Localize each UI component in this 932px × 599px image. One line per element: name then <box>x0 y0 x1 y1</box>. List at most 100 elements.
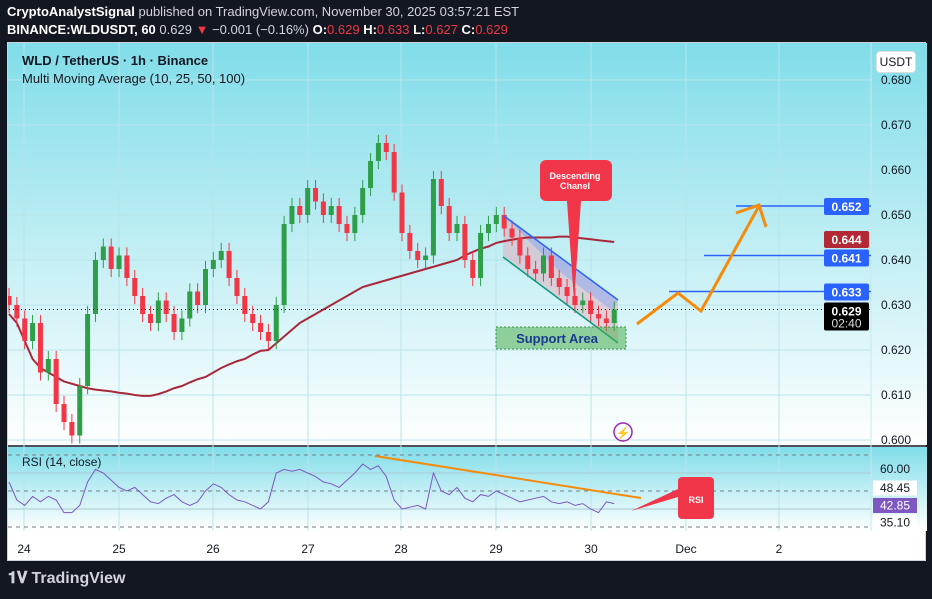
candle-body <box>265 332 271 341</box>
candle <box>423 247 429 269</box>
candle-body <box>336 206 342 224</box>
candle-body <box>375 143 381 161</box>
candle <box>328 197 334 224</box>
candle <box>493 206 499 233</box>
rsi-value-badge <box>873 480 917 496</box>
candle-body <box>588 300 594 314</box>
candle <box>69 413 75 444</box>
candle <box>258 314 264 341</box>
tv-logo-icon: 𝟏𝐕 <box>8 570 28 587</box>
candle-body <box>446 206 452 233</box>
candle <box>313 179 319 210</box>
candle-body <box>478 233 484 278</box>
candle-body <box>61 404 67 422</box>
symbol: BINANCE:WLDUSDT, 60 <box>7 22 156 37</box>
candle <box>485 215 491 242</box>
lightning-icon[interactable] <box>613 422 633 442</box>
candle <box>147 305 153 332</box>
candle <box>85 305 91 395</box>
author[interactable]: CryptoAnalystSignal <box>7 4 135 19</box>
candle-body <box>69 422 75 436</box>
candle-body <box>611 309 617 323</box>
rsi-legend[interactable]: RSI (14, close) <box>22 455 102 469</box>
channel-upper-fill <box>504 216 618 311</box>
projection-arrow <box>636 205 761 326</box>
candle-body <box>572 296 578 305</box>
candle-body <box>77 386 83 436</box>
tradingview-logo[interactable]: 𝟏𝐕 TradingView <box>8 570 125 588</box>
candle-body <box>360 188 366 215</box>
y-tick-label: 0.680 <box>881 73 911 87</box>
rsi-pane[interactable] <box>8 447 927 531</box>
indicator-legend[interactable]: Multi Moving Average (10, 25, 50, 100) <box>22 71 246 86</box>
x-tick-label: 27 <box>301 542 315 556</box>
rsi-tick-label: 48.45 <box>880 481 910 495</box>
candle-body <box>53 359 59 404</box>
main-pane[interactable] <box>8 43 927 445</box>
candle <box>572 287 578 314</box>
candle-body <box>305 188 311 215</box>
currency-button[interactable]: USDT <box>876 51 916 73</box>
candle-body <box>281 224 287 305</box>
rsi-trendline <box>374 455 642 499</box>
chart-frame[interactable]: Support Area Descending Chanel ⚡ 0.652 0.644 0… <box>7 42 927 562</box>
channel-upper-line <box>503 215 619 301</box>
last-price: 0.629 <box>159 22 192 37</box>
down-arrow-icon: ▼ <box>195 22 209 37</box>
candle <box>407 224 413 260</box>
candle <box>525 247 531 278</box>
candle <box>368 152 374 197</box>
candle <box>430 170 436 264</box>
candle <box>273 296 279 350</box>
candle-body <box>399 192 405 233</box>
x-tick-label: 26 <box>206 542 220 556</box>
candle-body <box>203 269 208 305</box>
candle-body <box>163 300 169 314</box>
candle-body <box>525 255 531 269</box>
y-tick-label: 0.640 <box>881 253 911 267</box>
candle <box>45 350 51 381</box>
candle <box>352 206 358 242</box>
candle <box>14 296 20 327</box>
candle <box>344 215 350 242</box>
candle <box>297 197 303 224</box>
chart-title: WLD / TetherUS · 1h · Binance <box>22 53 209 68</box>
candle-body <box>430 179 436 256</box>
candle <box>171 305 177 341</box>
candle <box>179 310 185 341</box>
candle <box>210 251 216 278</box>
candle-body <box>210 260 216 269</box>
candle <box>289 197 295 233</box>
x-tick-label: Dec <box>675 542 696 556</box>
candle-body <box>533 269 539 274</box>
candle-body <box>438 179 444 206</box>
close-label: C: <box>461 22 476 37</box>
candle-body <box>517 237 523 256</box>
candle-body <box>289 206 295 224</box>
candle <box>77 377 83 444</box>
candle-body <box>501 215 507 229</box>
candle <box>415 242 421 269</box>
candle <box>399 184 405 242</box>
price-label-badge <box>824 249 869 267</box>
candle <box>564 278 570 305</box>
support-area-box <box>495 326 627 350</box>
candle-body <box>155 300 161 323</box>
candle-body <box>407 233 413 251</box>
candle-body <box>313 188 319 202</box>
candle <box>470 251 476 287</box>
candle <box>509 220 515 246</box>
candle-body <box>415 251 421 260</box>
candle-body <box>30 323 36 341</box>
countdown-label: 02:40 <box>831 317 861 331</box>
candle <box>596 305 601 327</box>
candle-body <box>242 296 248 314</box>
low-label: L: <box>413 22 426 37</box>
rsi-callout-text: RSI <box>688 495 703 505</box>
candle <box>37 314 43 381</box>
candle-body <box>124 255 130 278</box>
rsi-line <box>8 463 615 514</box>
candle-body <box>596 314 601 319</box>
price-label-badge <box>824 231 869 248</box>
